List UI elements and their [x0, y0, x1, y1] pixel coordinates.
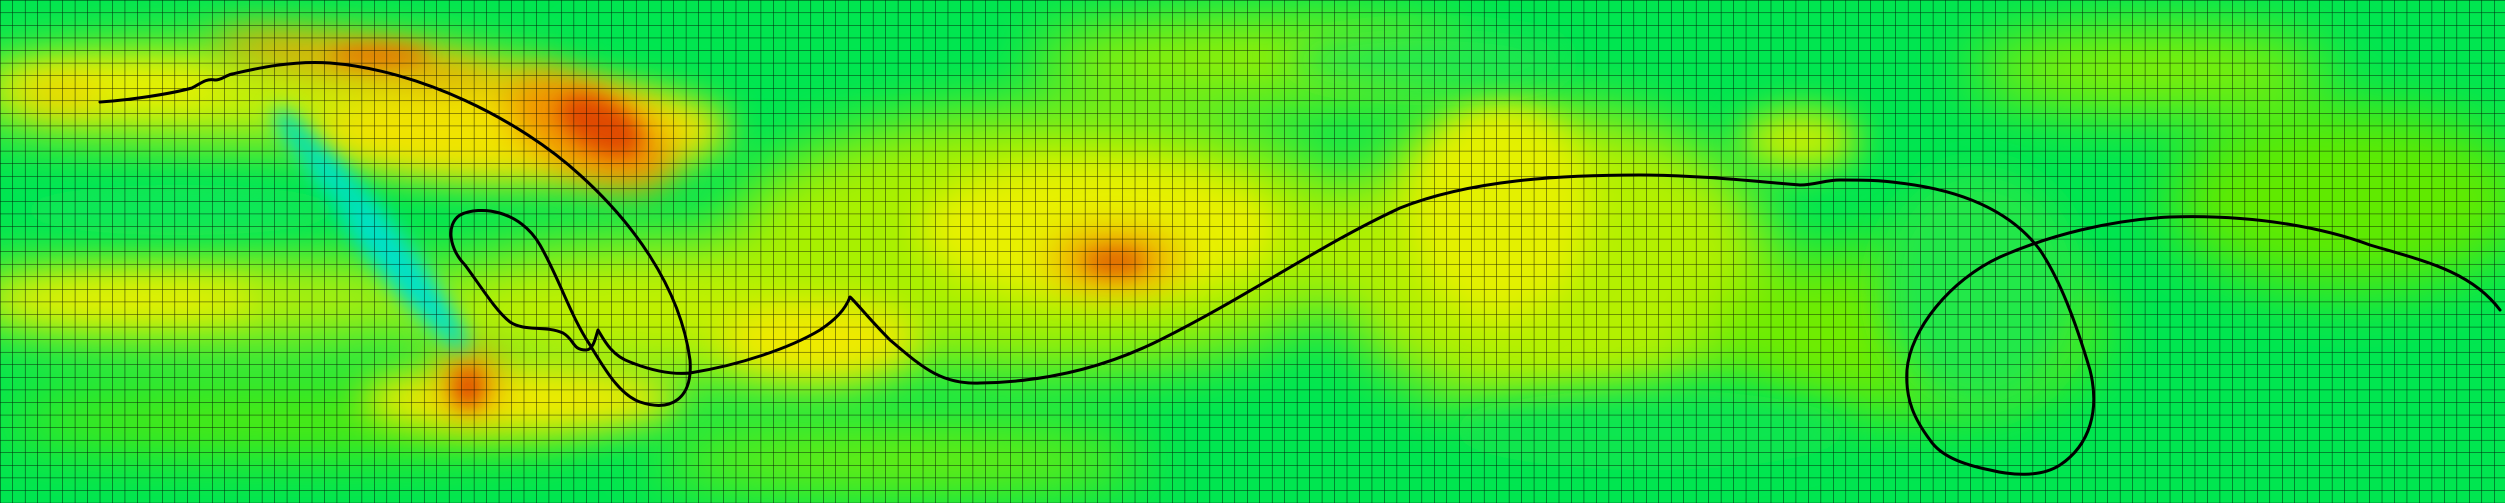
interface-curve [98, 60, 2502, 476]
